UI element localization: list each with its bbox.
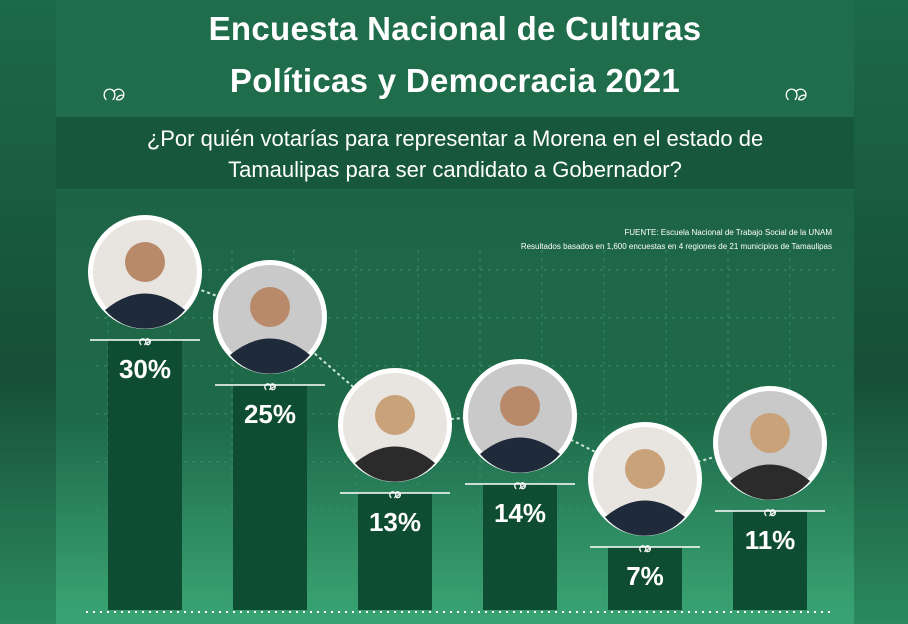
ornament-right-icon: ꩠ — [784, 76, 808, 106]
ornament-icon: ꩠ — [764, 503, 778, 519]
candidate-body — [105, 293, 185, 329]
data-label: 13% — [369, 507, 421, 537]
ornament-icon: ꩠ — [139, 332, 153, 348]
candidate-face — [250, 287, 290, 327]
source-line2: Resultados basados en 1,600 encuestas en… — [520, 242, 832, 251]
data-label: 25% — [244, 399, 296, 429]
candidate-body — [230, 338, 310, 374]
bar — [608, 547, 682, 610]
bar — [733, 511, 807, 610]
candidate-body — [355, 446, 435, 482]
candidate-face — [625, 449, 665, 489]
question-band: ¿Por quién votarías para representar a M… — [56, 117, 854, 189]
candidate-face — [125, 242, 165, 282]
background-left — [0, 0, 56, 624]
candidate-body — [605, 500, 685, 536]
data-label: 14% — [494, 498, 546, 528]
ornament-icon: ꩠ — [389, 485, 403, 501]
candidate-face — [375, 395, 415, 435]
ornament-icon: ꩠ — [639, 539, 653, 555]
data-label: 11% — [745, 525, 796, 555]
bar — [483, 484, 557, 610]
data-label: 7% — [626, 561, 664, 591]
ornament-icon: ꩠ — [264, 377, 278, 393]
bar — [233, 385, 307, 610]
bar — [108, 340, 182, 610]
data-label: 30% — [119, 354, 171, 384]
ornament-left-icon: ꩠ — [102, 76, 126, 106]
background-right — [852, 0, 908, 624]
candidate-body — [480, 437, 560, 473]
candidate-body — [730, 464, 810, 500]
ornament-icon: ꩠ — [514, 476, 528, 492]
question-line1: ¿Por quién votarías para representar a M… — [146, 126, 764, 151]
bar — [358, 493, 432, 610]
source-line1: FUENTE: Escuela Nacional de Trabajo Soci… — [624, 228, 832, 237]
candidate-face — [500, 386, 540, 426]
title-line1: Encuesta Nacional de Culturas — [208, 10, 702, 47]
question-line2: Tamaulipas para ser candidato a Gobernad… — [228, 157, 682, 182]
title-line2: Políticas y Democracia 2021 — [229, 62, 681, 99]
infographic-panel: Encuesta Nacional de Culturas Políticas … — [56, 0, 854, 624]
candidate-face — [750, 413, 790, 453]
bar-chart: ꩠ 30% ꩠ 25% ꩠ 13% ꩠ 14% ꩠ 7% ꩠ 11% — [86, 215, 836, 613]
